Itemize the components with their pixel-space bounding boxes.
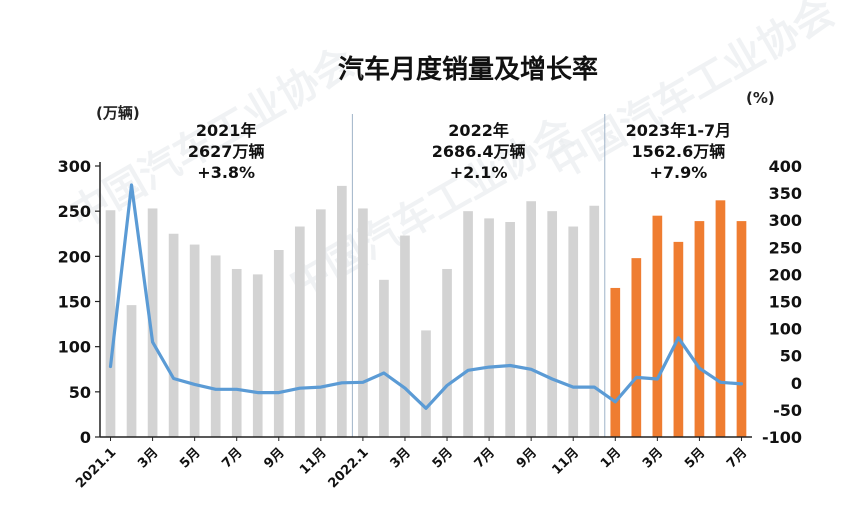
annotation-line: +3.8%	[197, 163, 255, 182]
y-right-unit: (%)	[746, 89, 775, 107]
sales-bar	[547, 211, 558, 437]
y-right-tick-label: 0	[791, 374, 802, 393]
sales-bar	[379, 279, 389, 437]
sales-bar	[568, 226, 579, 437]
y-right-tick-label: 300	[769, 211, 802, 230]
y-left-tick-label: 0	[80, 428, 91, 447]
y-left-tick-label: 250	[58, 202, 91, 221]
sales-bar	[526, 201, 536, 437]
x-tick-label: 11月	[549, 445, 582, 478]
sales-bar	[231, 268, 242, 437]
sales-bar	[105, 210, 116, 437]
sales-bar	[294, 226, 305, 437]
x-tick-label: 5月	[430, 445, 456, 471]
x-tick-label: 3月	[640, 445, 666, 471]
y-right-tick-label: 250	[769, 238, 802, 257]
y-right-tick-label: 200	[769, 265, 802, 284]
watermark-text: 中国汽车工业协会	[282, 109, 582, 309]
y-right-tick-label: 150	[769, 293, 802, 312]
annotation-line: 2023年1-7月	[626, 121, 731, 140]
period-annotation: 2021年 2627万辆 +3.8%	[188, 121, 265, 182]
y-left-unit: (万辆)	[96, 104, 140, 122]
annotation-line: 2686.4万辆	[432, 142, 526, 161]
sales-bar	[252, 274, 263, 437]
x-tick-label: 9月	[514, 445, 540, 471]
x-tick-label: 7月	[724, 445, 750, 471]
x-tick-label: 7月	[472, 445, 498, 471]
sales-bar	[126, 305, 137, 437]
y-right-tick-label: 400	[769, 157, 802, 176]
annotation-line: 2627万辆	[188, 142, 265, 161]
y-left-tick-label: 300	[58, 157, 91, 176]
sales-bar	[337, 185, 347, 437]
annotation-line: 2021年	[196, 121, 257, 140]
x-tick-label: 5月	[177, 445, 203, 471]
y-right-tick-label: 50	[780, 347, 802, 366]
sales-bar	[147, 208, 158, 437]
y-left-tick-label: 100	[58, 338, 91, 357]
sales-bar	[442, 268, 452, 437]
y-right-tick-label: -100	[762, 428, 802, 447]
sales-bar	[631, 258, 642, 437]
sales-bar	[463, 211, 473, 437]
x-tick-label: 3月	[135, 445, 161, 471]
sales-bar	[715, 200, 726, 437]
period-annotation: 2022年 2686.4万辆 +2.1%	[432, 121, 526, 182]
sales-bar	[505, 222, 515, 437]
sales-bar	[168, 233, 179, 437]
y-left-tick-label: 50	[69, 383, 91, 402]
x-tick-label: 9月	[261, 445, 287, 471]
sales-bar	[589, 205, 600, 437]
sales-bar	[400, 235, 410, 437]
x-tick-label: 5月	[682, 445, 708, 471]
period-annotation: 2023年1-7月 1562.6万辆 +7.9%	[626, 121, 731, 182]
sales-bar	[610, 287, 621, 437]
annotation-line: 1562.6万辆	[632, 142, 726, 161]
y-left-tick-label: 150	[58, 293, 91, 312]
x-tick-label: 11月	[297, 445, 330, 478]
x-tick-label: 7月	[219, 445, 245, 471]
x-tick-label: 3月	[388, 445, 414, 471]
sales-bar	[358, 208, 368, 437]
y-left-tick-label: 200	[58, 247, 91, 266]
sales-bar	[421, 330, 431, 437]
y-right-tick-label: 100	[769, 320, 802, 339]
sales-bar	[273, 250, 284, 437]
y-right-tick-label: -50	[773, 401, 802, 420]
sales-bar	[652, 215, 663, 437]
annotations: 2021年 2627万辆 +3.8% 2022年 2686.4万辆 +2.1% 2023年1…	[188, 121, 731, 182]
sales-bar	[210, 255, 221, 437]
sales-bar	[484, 218, 494, 437]
sales-bar	[736, 221, 747, 437]
y-right-tick-label: 350	[769, 184, 802, 203]
annotation-line: +7.9%	[649, 163, 707, 182]
annotation-line: +2.1%	[450, 163, 508, 182]
x-tick-label: 2022.1	[326, 445, 372, 491]
sales-bar	[694, 221, 705, 437]
sales-bar	[189, 244, 200, 437]
annotation-line: 2022年	[448, 121, 509, 140]
x-tick-label: 1月	[598, 445, 624, 471]
sales-bar	[316, 209, 326, 437]
chart-title: 汽车月度销量及增长率	[338, 54, 598, 85]
growth-line-series	[108, 183, 744, 410]
growth-rate-line	[108, 183, 744, 410]
x-tick-label: 2021.1	[73, 445, 119, 491]
